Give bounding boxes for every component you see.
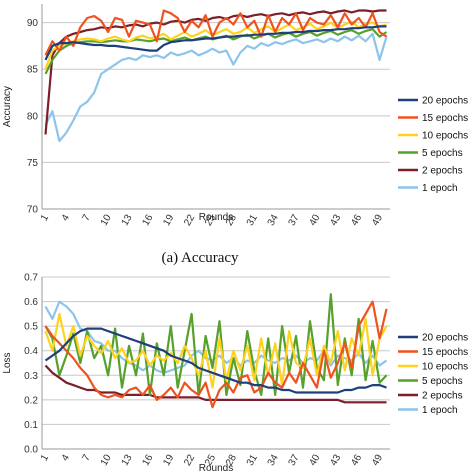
x-tick-label: 1 xyxy=(39,212,52,223)
legend-label: 20 epochs xyxy=(422,333,468,344)
x-tick-label: 22 xyxy=(182,452,197,468)
legend-label: 15 epochs xyxy=(422,347,468,358)
y-tick-label: 70 xyxy=(27,205,39,216)
x-tick-label: 4 xyxy=(60,212,73,223)
legend-label: 1 epoch xyxy=(422,405,458,416)
x-tick-label: 40 xyxy=(307,212,322,228)
legend-label: 15 epochs xyxy=(422,113,468,124)
x-tick-label: 22 xyxy=(182,212,197,228)
y-tick-label: 90 xyxy=(27,18,39,29)
legend-label: 2 epochs xyxy=(422,391,463,402)
y-tick-label: 0.6 xyxy=(24,297,38,308)
y-tick-label: 0.2 xyxy=(24,395,38,406)
x-axis-label: Rounds xyxy=(199,463,233,474)
x-tick-label: 40 xyxy=(307,452,322,468)
x-tick-label: 31 xyxy=(245,452,260,468)
series-line-1-epoch xyxy=(44,32,388,143)
accuracy-chart: 70 75 80 85 90 1 4 7 10 13 16 19 22 25 28 31 34 37 40 43 46 4… xyxy=(2,4,468,228)
x-tick-label: 7 xyxy=(81,452,94,463)
x-tick-label: 34 xyxy=(266,452,281,468)
x-tick-label: 1 xyxy=(39,452,52,463)
series-line-2-epochs xyxy=(44,9,387,135)
x-tick-label: 43 xyxy=(328,452,343,468)
y-tick-label: 85 xyxy=(27,65,39,76)
x-tick-label: 13 xyxy=(120,212,135,228)
x-tick-label: 7 xyxy=(81,212,94,223)
x-tick-label: 19 xyxy=(161,452,176,468)
x-tick-label: 37 xyxy=(287,452,302,468)
series-line-15-epochs xyxy=(44,300,388,409)
x-tick-label: 46 xyxy=(349,452,364,468)
y-tick-label: 0.5 xyxy=(24,322,38,333)
series-line-20-epochs xyxy=(44,25,387,61)
x-tick-label: 16 xyxy=(140,452,155,468)
x-tick-label: 46 xyxy=(349,212,364,228)
y-tick-label: 0.4 xyxy=(24,346,38,357)
y-axis-label: Loss xyxy=(2,352,13,373)
x-tick-label: 25 xyxy=(203,452,218,468)
x-tick-label: 34 xyxy=(266,212,281,228)
series-line-10-epochs xyxy=(44,312,388,389)
x-tick-label: 31 xyxy=(245,212,260,228)
legend-label: 10 epochs xyxy=(422,131,468,142)
y-tick-label: 80 xyxy=(27,111,39,122)
x-tick-label: 37 xyxy=(287,212,302,228)
x-tick-label: 25 xyxy=(203,212,218,228)
x-tick-label: 49 xyxy=(370,212,385,228)
legend-label: 5 epochs xyxy=(422,376,463,387)
y-tick-label: 75 xyxy=(27,158,39,169)
x-axis-label: Rounds xyxy=(199,212,233,223)
y-tick-label: 0.1 xyxy=(24,420,38,431)
x-tick-label: 16 xyxy=(140,212,155,228)
x-tick-label: 43 xyxy=(328,212,343,228)
y-tick-label: 0.3 xyxy=(24,371,38,382)
x-tick-label: 49 xyxy=(370,452,385,468)
x-tick-label: 19 xyxy=(161,212,176,228)
series-line-15-epochs xyxy=(44,9,388,56)
x-tick-label: 13 xyxy=(120,452,135,468)
series-line-10-epochs xyxy=(44,20,387,70)
x-tick-label: 28 xyxy=(224,212,239,228)
legend-label: 10 epochs xyxy=(422,362,468,373)
x-tick-label: 28 xyxy=(224,452,239,468)
x-tick-label: 4 xyxy=(60,452,73,463)
series-line-20-epochs xyxy=(44,327,387,394)
legend-label: 1 epoch xyxy=(422,183,458,194)
legend-label: 5 epochs xyxy=(422,148,463,159)
y-tick-label: 0.7 xyxy=(24,273,38,284)
y-axis-label: Accuracy xyxy=(2,86,13,127)
legend-label: 20 epochs xyxy=(422,96,468,107)
loss-chart: 0.0 0.1 0.2 0.3 0.4 0.5 0.6 0.7 1 4 7 10 13 16 19 22 25 2… xyxy=(2,273,468,474)
legend-label: 2 epochs xyxy=(422,166,463,177)
x-tick-label: 10 xyxy=(99,452,114,468)
x-tick-label: 10 xyxy=(99,212,114,228)
caption-accuracy: (a) Accuracy xyxy=(161,250,239,266)
y-tick-label: 0.0 xyxy=(24,445,38,456)
